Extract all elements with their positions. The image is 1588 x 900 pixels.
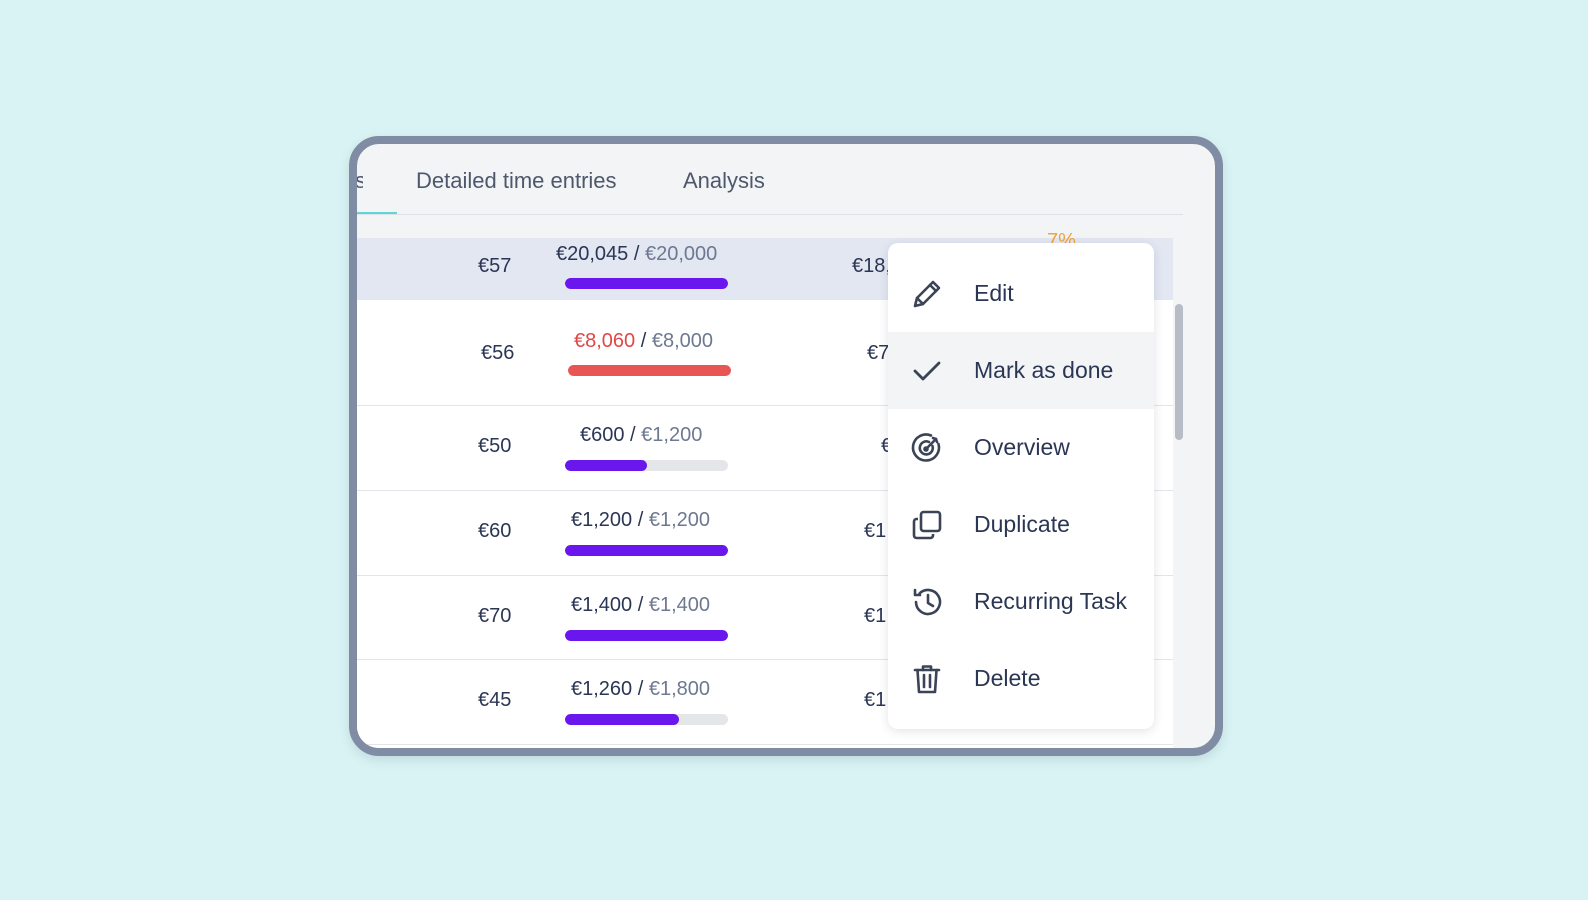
active-tab-indicator: [357, 212, 397, 215]
menu-item-overview[interactable]: Overview: [888, 409, 1154, 486]
spent-value: €20,045: [556, 243, 629, 265]
hourly-rate: €56: [481, 342, 515, 364]
amount-value: €1,: [864, 605, 892, 627]
budget-progress-bar: [565, 545, 728, 556]
menu-item-label: Delete: [974, 665, 1041, 691]
menu-item-duplicate[interactable]: Duplicate: [888, 486, 1154, 563]
hourly-rate: €57: [478, 255, 512, 277]
scrollbar-thumb[interactable]: [1175, 304, 1183, 440]
tab-divider: [357, 214, 1183, 215]
budget-value: €1,200: [648, 509, 711, 531]
menu-item-label: Recurring Task: [974, 588, 1127, 614]
progress-fill: [565, 460, 647, 471]
progress-fill: [565, 545, 728, 556]
hourly-rate: €60: [478, 520, 512, 542]
pencil-icon: [910, 277, 944, 311]
duplicate-icon: [910, 508, 944, 542]
menu-item-label: Mark as done: [974, 357, 1114, 383]
hourly-rate: €45: [478, 689, 512, 711]
context-menu: Edit Mark as done Overview: [888, 243, 1154, 729]
trash-icon: [910, 662, 944, 696]
budget-progress-bar: [565, 278, 728, 289]
budget-separator: /: [632, 594, 649, 616]
spent-value: €1,200: [571, 509, 633, 531]
progress-fill: [565, 630, 728, 641]
amount-value: €1,: [864, 520, 892, 542]
budget-separator: /: [628, 243, 645, 265]
menu-item-delete[interactable]: Delete: [888, 640, 1154, 717]
menu-item-recurring-task[interactable]: Recurring Task: [888, 563, 1154, 640]
budget-progress-bar: [565, 460, 728, 471]
hourly-rate: €70: [478, 605, 512, 627]
budget-value: €8,000: [651, 330, 714, 352]
menu-item-mark-as-done[interactable]: Mark as done: [888, 332, 1154, 409]
budget-value: €1,400: [648, 594, 711, 616]
progress-fill: [568, 365, 731, 376]
history-icon: [910, 585, 944, 619]
target-icon: [910, 431, 944, 465]
amount-value: €7,: [867, 342, 895, 364]
menu-item-label: Overview: [974, 434, 1070, 460]
budget-progress-bar: [565, 630, 728, 641]
menu-item-label: Duplicate: [974, 511, 1070, 537]
tab-analysis[interactable]: Analysis: [683, 168, 765, 193]
menu-item-label: Edit: [974, 280, 1014, 306]
budget-progress-bar: [565, 714, 728, 725]
budget-progress-bar: [568, 365, 731, 376]
tab-detailed-time-entries[interactable]: Detailed time entries: [416, 168, 617, 193]
budget-text: €1,400 / €1,400: [571, 594, 710, 617]
tab-truncated[interactable]: s: [357, 168, 363, 194]
spent-value: €1,260: [571, 678, 633, 700]
budget-separator: /: [635, 330, 652, 352]
budget-value: €1,200: [641, 424, 703, 446]
budget-value: €20,000: [644, 243, 718, 265]
spent-value: €1,400: [571, 594, 633, 616]
amount-value: €1,: [864, 689, 892, 711]
budget-text: €1,260 / €1,800: [571, 678, 710, 701]
budget-separator: /: [632, 509, 649, 531]
budget-text: €1,200 / €1,200: [571, 509, 710, 532]
budget-text: €600 / €1,200: [580, 424, 702, 447]
progress-fill: [565, 278, 728, 289]
budget-separator: /: [632, 678, 649, 700]
budget-separator: /: [624, 424, 642, 446]
hourly-rate: €50: [478, 435, 512, 457]
check-icon: [910, 354, 944, 388]
budget-text: €20,045 / €20,000: [556, 243, 717, 266]
budget-value: €1,800: [648, 678, 711, 700]
progress-fill: [565, 714, 680, 725]
spent-value: €600: [580, 424, 625, 446]
budget-text: €8,060 / €8,000: [574, 330, 713, 353]
tab-bar: s Detailed time entries Analysis: [357, 144, 1215, 216]
menu-item-edit[interactable]: Edit: [888, 255, 1154, 332]
spent-value-over-budget: €8,060: [574, 330, 636, 352]
